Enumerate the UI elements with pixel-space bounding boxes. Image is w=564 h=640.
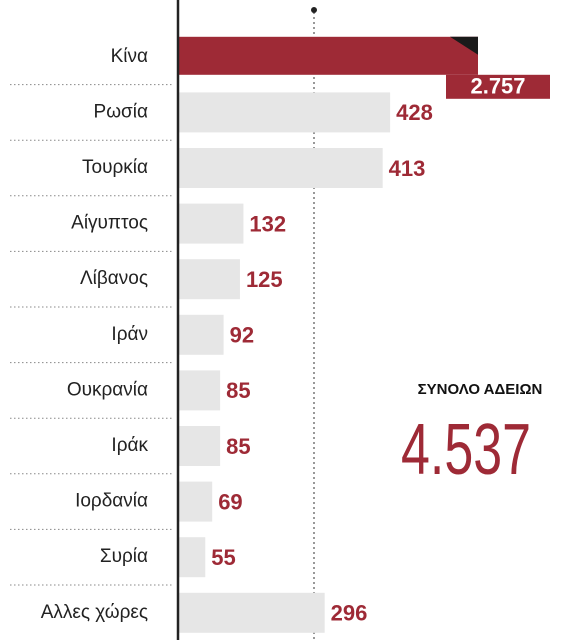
category-label: Ιράκ [111, 435, 148, 456]
value-label: 2.757 [470, 74, 525, 99]
reference-dot [311, 7, 317, 13]
value-label: 296 [331, 601, 368, 626]
bar [178, 426, 221, 466]
bar [178, 481, 213, 522]
value-label: 132 [249, 211, 286, 236]
category-label: Ιορδανία [75, 491, 148, 512]
category-label: Ιράν [111, 324, 148, 345]
value-label: 69 [218, 489, 242, 514]
bar [178, 92, 391, 133]
value-label: 85 [226, 378, 250, 403]
category-label: Τουρκία [82, 157, 148, 178]
bar [178, 537, 206, 578]
value-label: 55 [211, 545, 235, 570]
category-label: Ουκρανία [67, 379, 148, 400]
value-label: 92 [230, 323, 254, 348]
bar [178, 148, 383, 188]
total-label: ΣΥΝΟΛΟ ΑΔΕΙΩΝ [418, 381, 543, 398]
category-label: Ρωσία [94, 101, 148, 122]
bar [178, 592, 325, 633]
value-label: 125 [246, 267, 283, 292]
bar [178, 370, 221, 411]
value-label: 413 [389, 156, 426, 181]
category-label: Αίγυπτος [71, 213, 148, 234]
bar [178, 314, 224, 355]
bar [178, 259, 240, 300]
category-label: Αλλες χώρες [41, 602, 148, 623]
bar [178, 203, 244, 244]
bars [178, 36, 478, 633]
value-box [446, 74, 550, 99]
bar [178, 36, 478, 75]
category-label: Λίβανος [80, 268, 148, 289]
value-label: 85 [226, 434, 250, 459]
bar-break [450, 36, 478, 55]
total-value: 4.537 [401, 410, 531, 490]
value-label: 428 [396, 100, 433, 125]
category-label: Συρία [100, 546, 148, 567]
category-label: Κίνα [111, 46, 148, 67]
